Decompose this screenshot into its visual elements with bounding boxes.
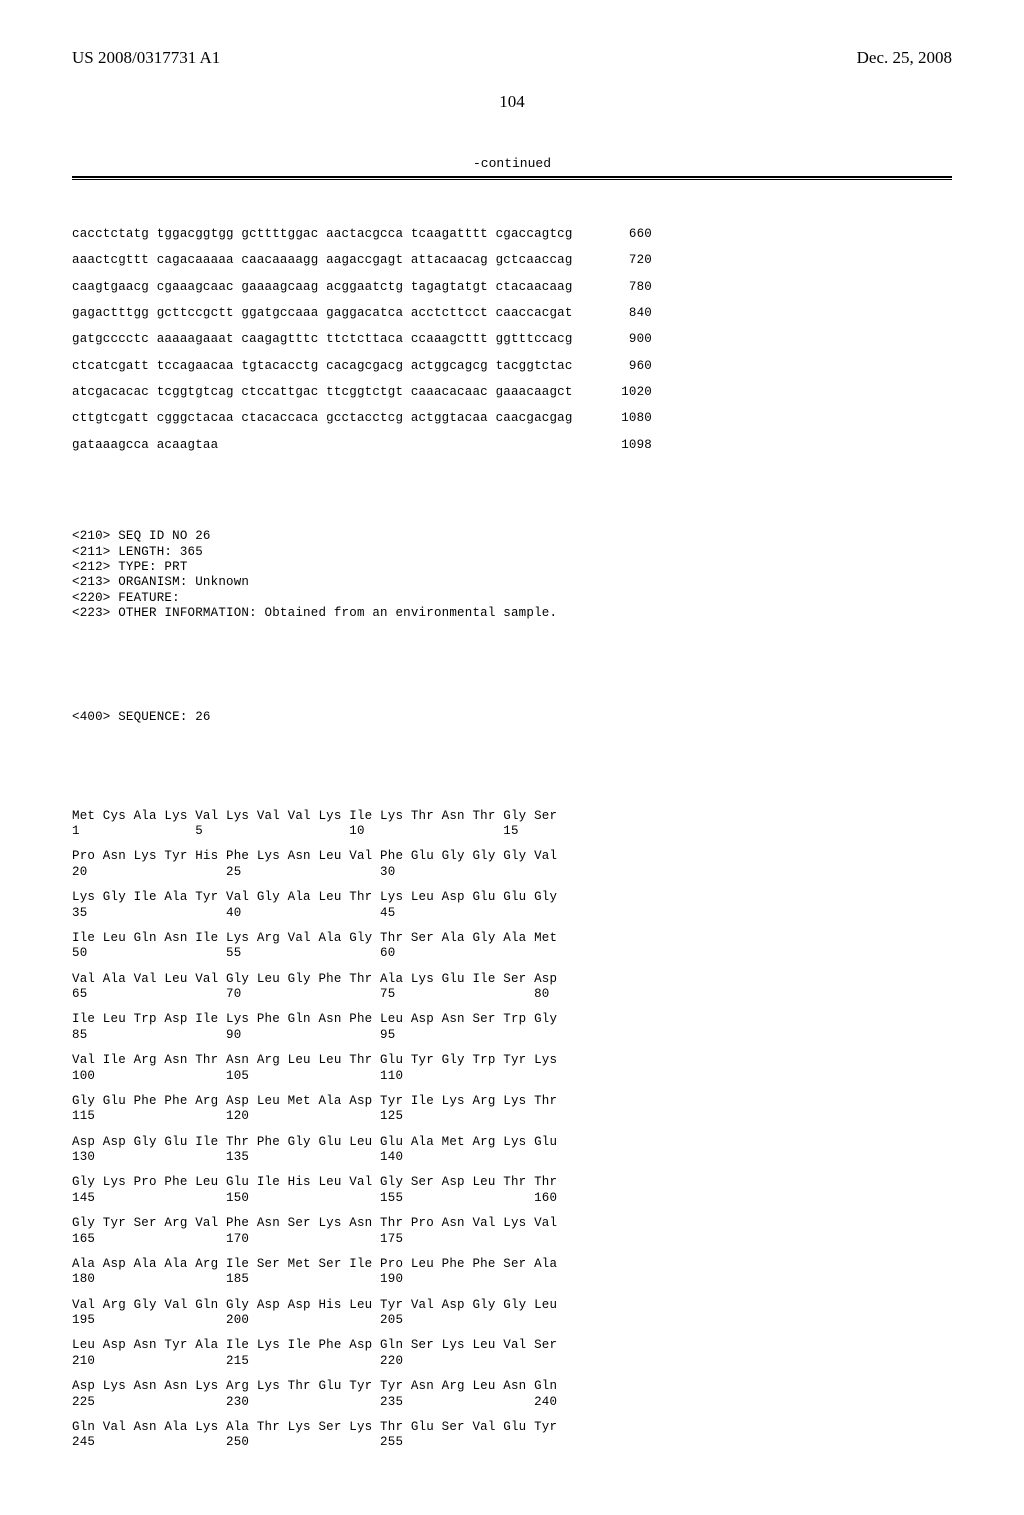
sequence-listing: cacctctatg tggacggtgg gcttttggac aactacg… (72, 198, 952, 1475)
protein-num-line: 225 230 235 240 (72, 1395, 952, 1409)
protein-num-line: 50 55 60 (72, 946, 952, 960)
protein-num-line: 100 105 110 (72, 1069, 952, 1083)
page-header: US 2008/0317731 A1 Dec. 25, 2008 (72, 48, 952, 68)
protein-num-line: 210 215 220 (72, 1354, 952, 1368)
nucleotide-seq: cttgtcgatt cgggctacaa ctacaccaca gcctacc… (72, 411, 602, 425)
protein-row: Val Ile Arg Asn Thr Asn Arg Leu Leu Thr … (72, 1053, 952, 1083)
protein-aa-line: Gly Glu Phe Phe Arg Asp Leu Met Ala Asp … (72, 1094, 952, 1108)
publication-date: Dec. 25, 2008 (857, 48, 952, 68)
nucleotide-seq: aaactcgttt cagacaaaaa caacaaaagg aagaccg… (72, 253, 602, 267)
protein-num-line: 65 70 75 80 (72, 987, 952, 1001)
protein-row: Gly Lys Pro Phe Leu Glu Ile His Leu Val … (72, 1175, 952, 1205)
nucleotide-pos: 1080 (602, 411, 652, 425)
protein-aa-line: Leu Asp Asn Tyr Ala Ile Lys Ile Phe Asp … (72, 1338, 952, 1352)
protein-row: Lys Gly Ile Ala Tyr Val Gly Ala Leu Thr … (72, 890, 952, 920)
protein-aa-line: Pro Asn Lys Tyr His Phe Lys Asn Leu Val … (72, 849, 952, 863)
nucleotide-seq: ctcatcgatt tccagaacaa tgtacacctg cacagcg… (72, 359, 602, 373)
nucleotide-line: cacctctatg tggacggtgg gcttttggac aactacg… (72, 227, 952, 241)
nucleotide-pos: 900 (602, 332, 652, 346)
nucleotide-pos: 720 (602, 253, 652, 267)
protein-row: Leu Asp Asn Tyr Ala Ile Lys Ile Phe Asp … (72, 1338, 952, 1368)
publication-number: US 2008/0317731 A1 (72, 48, 220, 68)
nucleotide-line: gataaagcca acaagtaa1098 (72, 438, 952, 452)
meta-line: <223> OTHER INFORMATION: Obtained from a… (72, 606, 952, 620)
nucleotide-pos: 1098 (602, 438, 652, 452)
continued-label: -continued (72, 156, 952, 171)
rule-thick (72, 176, 952, 178)
sequence-tag: <400> SEQUENCE: 26 (72, 710, 952, 724)
nucleotide-seq: gatgcccctc aaaaagaaat caagagtttc ttctctt… (72, 332, 602, 346)
protein-num-line: 1 5 10 15 (72, 824, 952, 838)
nucleotide-seq: cacctctatg tggacggtgg gcttttggac aactacg… (72, 227, 602, 241)
protein-row: Asp Lys Asn Asn Lys Arg Lys Thr Glu Tyr … (72, 1379, 952, 1409)
nucleotide-line: aaactcgttt cagacaaaaa caacaaaagg aagaccg… (72, 253, 952, 267)
protein-num-line: 165 170 175 (72, 1232, 952, 1246)
protein-row: Ile Leu Trp Asp Ile Lys Phe Gln Asn Phe … (72, 1012, 952, 1042)
nucleotide-line: gagactttgg gcttccgctt ggatgccaaa gaggaca… (72, 306, 952, 320)
nucleotide-pos: 840 (602, 306, 652, 320)
protein-aa-line: Lys Gly Ile Ala Tyr Val Gly Ala Leu Thr … (72, 890, 952, 904)
nucleotide-seq: gagactttgg gcttccgctt ggatgccaaa gaggaca… (72, 306, 602, 320)
meta-line: <210> SEQ ID NO 26 (72, 529, 952, 543)
nucleotide-pos: 1020 (602, 385, 652, 399)
protein-row: Val Arg Gly Val Gln Gly Asp Asp His Leu … (72, 1298, 952, 1328)
protein-aa-line: Val Ile Arg Asn Thr Asn Arg Leu Leu Thr … (72, 1053, 952, 1067)
protein-row: Pro Asn Lys Tyr His Phe Lys Asn Leu Val … (72, 849, 952, 879)
nucleotide-pos: 780 (602, 280, 652, 294)
nucleotide-line: cttgtcgatt cgggctacaa ctacaccaca gcctacc… (72, 411, 952, 425)
protein-num-line: 85 90 95 (72, 1028, 952, 1042)
protein-row: Met Cys Ala Lys Val Lys Val Val Lys Ile … (72, 809, 952, 839)
protein-aa-line: Ile Leu Trp Asp Ile Lys Phe Gln Asn Phe … (72, 1012, 952, 1026)
protein-row: Asp Asp Gly Glu Ile Thr Phe Gly Glu Leu … (72, 1135, 952, 1165)
meta-line: <220> FEATURE: (72, 591, 952, 605)
protein-num-line: 145 150 155 160 (72, 1191, 952, 1205)
nucleotide-line: atcgacacac tcggtgtcag ctccattgac ttcggtc… (72, 385, 952, 399)
nucleotide-pos: 960 (602, 359, 652, 373)
meta-line: <212> TYPE: PRT (72, 560, 952, 574)
meta-line: <213> ORGANISM: Unknown (72, 575, 952, 589)
protein-aa-line: Gly Lys Pro Phe Leu Glu Ile His Leu Val … (72, 1175, 952, 1189)
nucleotide-line: ctcatcgatt tccagaacaa tgtacacctg cacagcg… (72, 359, 952, 373)
protein-row: Ile Leu Gln Asn Ile Lys Arg Val Ala Gly … (72, 931, 952, 961)
protein-num-line: 180 185 190 (72, 1272, 952, 1286)
protein-num-line: 130 135 140 (72, 1150, 952, 1164)
protein-aa-line: Gln Val Asn Ala Lys Ala Thr Lys Ser Lys … (72, 1420, 952, 1434)
nucleotide-line: caagtgaacg cgaaagcaac gaaaagcaag acggaat… (72, 280, 952, 294)
meta-line: <211> LENGTH: 365 (72, 545, 952, 559)
protein-row: Ala Asp Ala Ala Arg Ile Ser Met Ser Ile … (72, 1257, 952, 1287)
page-number: 104 (72, 92, 952, 112)
nucleotide-seq: atcgacacac tcggtgtcag ctccattgac ttcggtc… (72, 385, 602, 399)
protein-aa-line: Asp Asp Gly Glu Ile Thr Phe Gly Glu Leu … (72, 1135, 952, 1149)
nucleotide-seq: caagtgaacg cgaaagcaac gaaaagcaag acggaat… (72, 280, 602, 294)
protein-num-line: 35 40 45 (72, 906, 952, 920)
protein-row: Gly Tyr Ser Arg Val Phe Asn Ser Lys Asn … (72, 1216, 952, 1246)
protein-aa-line: Ala Asp Ala Ala Arg Ile Ser Met Ser Ile … (72, 1257, 952, 1271)
protein-aa-line: Ile Leu Gln Asn Ile Lys Arg Val Ala Gly … (72, 931, 952, 945)
protein-aa-line: Gly Tyr Ser Arg Val Phe Asn Ser Lys Asn … (72, 1216, 952, 1230)
protein-row: Gly Glu Phe Phe Arg Asp Leu Met Ala Asp … (72, 1094, 952, 1124)
nucleotide-pos: 660 (602, 227, 652, 241)
protein-aa-line: Val Ala Val Leu Val Gly Leu Gly Phe Thr … (72, 972, 952, 986)
protein-num-line: 195 200 205 (72, 1313, 952, 1327)
protein-num-line: 20 25 30 (72, 865, 952, 879)
protein-row: Gln Val Asn Ala Lys Ala Thr Lys Ser Lys … (72, 1420, 952, 1450)
rule-thin (72, 179, 952, 180)
protein-aa-line: Val Arg Gly Val Gln Gly Asp Asp His Leu … (72, 1298, 952, 1312)
protein-num-line: 115 120 125 (72, 1109, 952, 1123)
protein-aa-line: Met Cys Ala Lys Val Lys Val Val Lys Ile … (72, 809, 952, 823)
nucleotide-line: gatgcccctc aaaaagaaat caagagtttc ttctctt… (72, 332, 952, 346)
protein-num-line: 245 250 255 (72, 1435, 952, 1449)
protein-row: Val Ala Val Leu Val Gly Leu Gly Phe Thr … (72, 972, 952, 1002)
protein-aa-line: Asp Lys Asn Asn Lys Arg Lys Thr Glu Tyr … (72, 1379, 952, 1393)
nucleotide-seq: gataaagcca acaagtaa (72, 438, 602, 452)
